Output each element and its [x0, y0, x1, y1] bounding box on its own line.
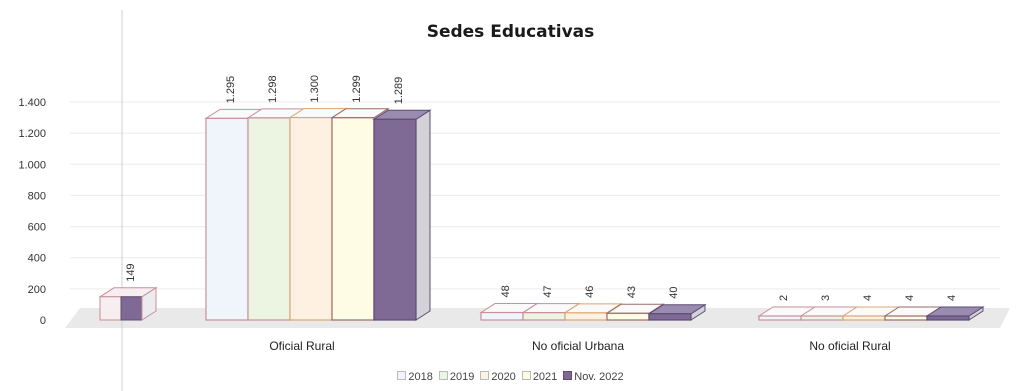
bar: [331, 117, 375, 321]
bar-value-label: 2: [778, 295, 790, 301]
legend-item: Nov. 2022: [563, 371, 624, 383]
bar-value-label: 1.295: [225, 76, 237, 104]
legend-label: 2020: [491, 371, 516, 383]
bar-value-label: 46: [584, 286, 596, 298]
bar: [564, 312, 608, 321]
bar-value-label: 40: [668, 287, 680, 299]
y-tick-label: 1.200: [18, 128, 46, 140]
bar-side: [141, 286, 157, 321]
y-tick-label: 400: [28, 253, 46, 265]
bar-value-label: 4: [904, 295, 916, 301]
y-tick-label: 800: [28, 190, 46, 202]
bar: [648, 313, 692, 321]
bar: [373, 118, 417, 321]
legend-label: Nov. 2022: [574, 371, 624, 383]
bar: [522, 312, 566, 321]
bar-side: [415, 109, 431, 321]
bar-value-label: 4: [946, 295, 958, 301]
bar-value-label: 43: [626, 286, 638, 298]
bar: [247, 117, 291, 321]
bar-value-label: 48: [500, 285, 512, 297]
legend-label: 2021: [532, 371, 558, 383]
x-axis-category-label: Oficial Rural: [269, 339, 334, 353]
bar: [926, 315, 970, 321]
bar: [205, 117, 249, 321]
x-axis-labels: Oficial Rural No oficial Urbana No oficial…: [269, 339, 890, 353]
bar: [800, 315, 844, 321]
x-axis-category-label: No oficial Rural: [809, 339, 890, 353]
bar-value-label: 47: [542, 285, 554, 297]
bar: [480, 311, 524, 321]
legend-item: 2018: [397, 371, 433, 383]
legend: 2018 2019 2020 2021 Nov. 2022: [0, 371, 1021, 383]
legend-swatch: [563, 371, 573, 380]
bar-value-label: 1.300: [309, 75, 321, 103]
bar-value-label: 1.289: [393, 77, 405, 105]
y-tick-label: 600: [28, 222, 46, 234]
bar: [758, 315, 802, 321]
y-tick-label: 0: [40, 315, 46, 327]
bar-value-label: 3: [820, 295, 832, 301]
x-axis-category-label: No oficial Urbana: [532, 339, 624, 353]
legend-swatch: [397, 371, 407, 380]
bar-value-label: 1.298: [267, 75, 279, 103]
bar: [606, 312, 650, 321]
bars: [98, 107, 985, 321]
y-tick-label: 1.000: [18, 159, 46, 171]
y-axis-ticks: 0 200 400 600 800 1.000 1.200 1.400: [18, 97, 46, 327]
bar: [842, 315, 886, 321]
legend-swatch: [480, 371, 490, 380]
legend-item: 2021: [521, 371, 558, 383]
bar-value-label: 4: [862, 295, 874, 301]
y-tick-label: 1.400: [18, 97, 46, 109]
value-labels: 1.295 1.298 1.300 1.299 1.289 48 47 46 43 40 2 3 4 4 4…: [125, 75, 958, 301]
bar: [289, 116, 333, 321]
legend-label: 2019: [449, 371, 475, 383]
legend-swatch: [438, 371, 448, 380]
legend-item: 2019: [438, 371, 475, 383]
legend-label: 2018: [408, 371, 433, 383]
bar-value-label: 149: [125, 263, 137, 281]
legend-item: 2020: [480, 371, 516, 383]
bar-value-label: 1.299: [351, 75, 363, 103]
legend-swatch: [521, 371, 531, 380]
bar: [99, 296, 122, 321]
y-tick-label: 200: [28, 284, 46, 296]
bar: [120, 296, 143, 321]
chart-title: Sedes Educativas: [426, 22, 595, 42]
bar: [884, 315, 928, 321]
